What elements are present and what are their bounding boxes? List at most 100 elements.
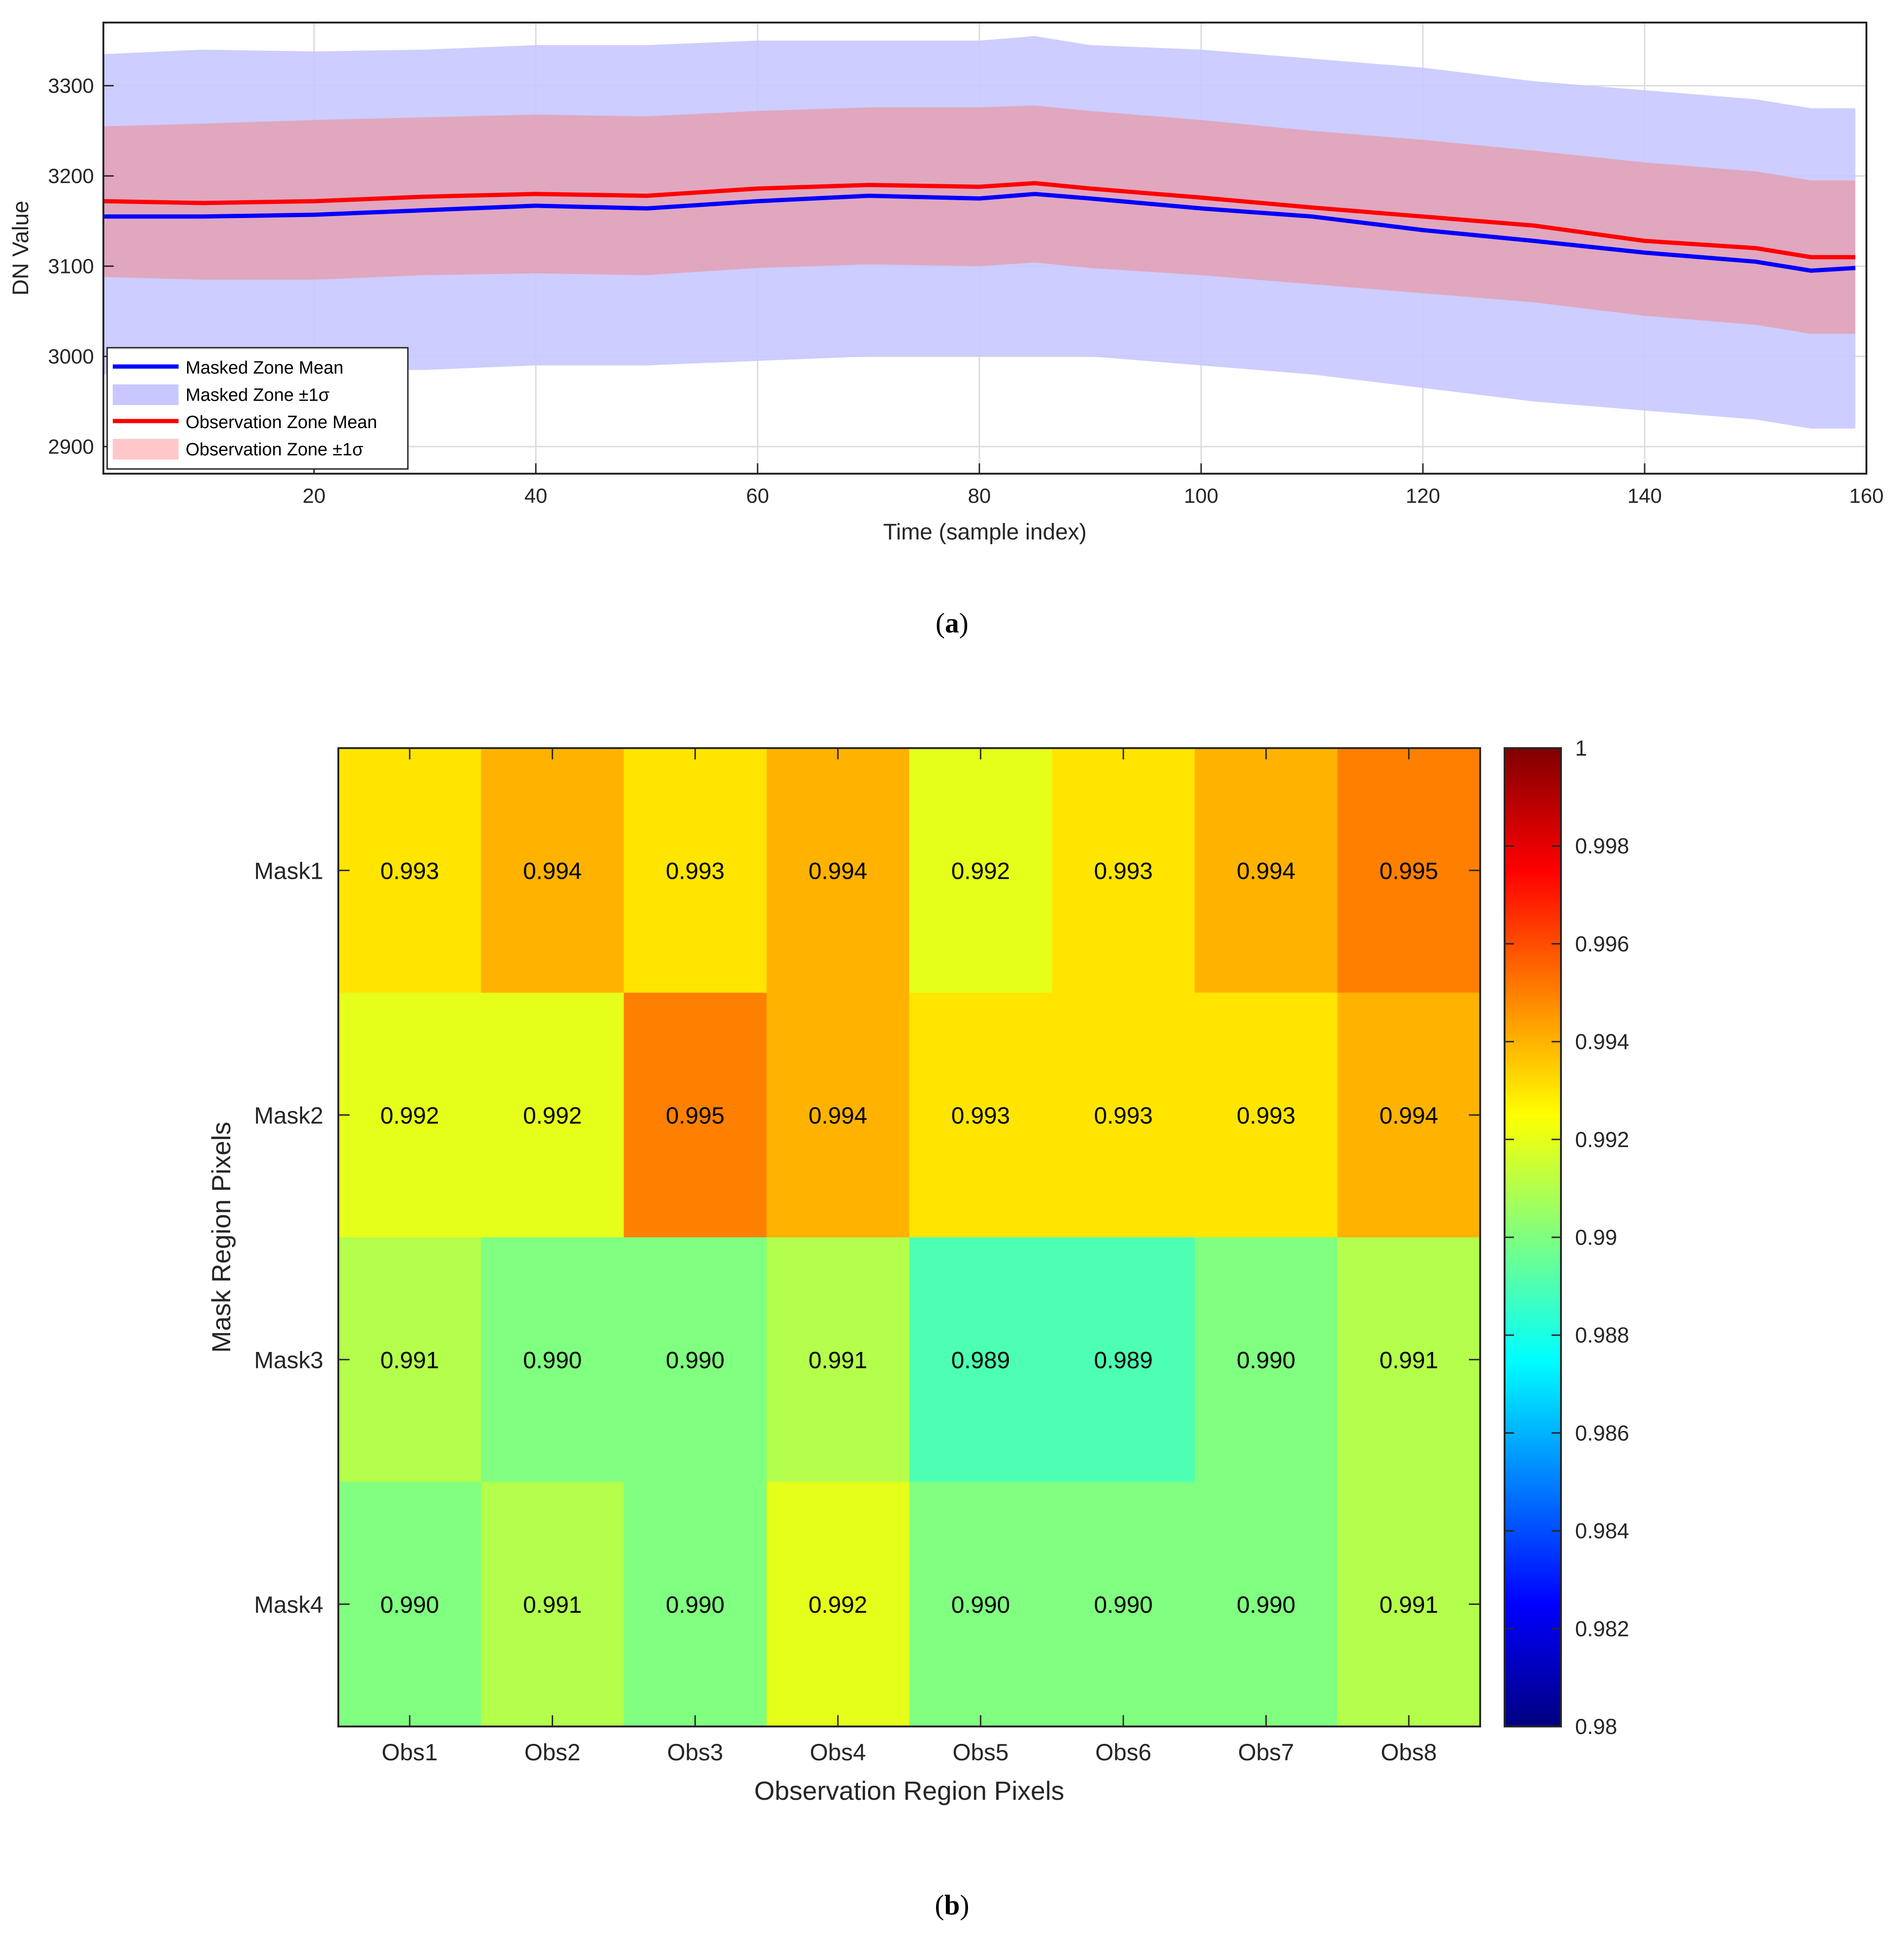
heatmap-cell: [338, 1482, 482, 1727]
heatmap-cell: [624, 1482, 767, 1727]
y-tick-label: 2900: [48, 435, 94, 458]
x-tick-label: 120: [1405, 484, 1440, 508]
y-axis-label-b: Mask Region Pixels: [206, 1122, 236, 1353]
x-tick-label: Obs6: [1095, 1739, 1152, 1765]
x-axis-label-b: Observation Region Pixels: [754, 1776, 1064, 1805]
heatmap-cell: [481, 992, 624, 1238]
colorbar: 0.98 0.982 0.984 0.986 0.988 0.99 0.992 0.994 0.…: [1504, 736, 1629, 1739]
legend-entry-observation-band: Observation Zone ±1σ: [186, 440, 363, 460]
legend-swatch-observation-band: [113, 439, 179, 460]
y-tick-label: Mask3: [254, 1347, 323, 1373]
x-tick-label: Obs2: [524, 1739, 581, 1765]
heatmap-panel-b: 0.993 0.994 0.993 0.994 0.992 0.993 0.994 0.995…: [206, 736, 1629, 1805]
observation-zone-mean-line: [103, 181, 1856, 259]
heatmap-cell: [1052, 1482, 1195, 1727]
heatmap-cell: [1052, 1237, 1195, 1482]
cell-value-label: 0.992: [523, 1102, 582, 1129]
x-tick-label: Obs7: [1238, 1739, 1295, 1765]
cell-value-label: 0.990: [1237, 1592, 1295, 1618]
heatmap-cell: [909, 1482, 1053, 1727]
heatmap-cell: [338, 1237, 482, 1482]
heatmap-cell: [766, 1482, 910, 1727]
y-tick-label: 3100: [48, 255, 94, 278]
x-tick-label: 160: [1849, 484, 1883, 508]
cell-value-label: 0.991: [523, 1592, 582, 1618]
legend-entry-masked-band: Masked Zone ±1σ: [186, 385, 329, 405]
heatmap-cell: [766, 992, 910, 1238]
masked-zone-mean-line: [103, 192, 1856, 273]
colorbar-tick-label: 0.982: [1575, 1617, 1629, 1641]
legend-swatch-masked-band: [113, 384, 179, 405]
heatmap-cell: [1337, 1237, 1481, 1482]
plot-frame-b: [337, 747, 1481, 1727]
legend-entry-observation-mean: Observation Zone Mean: [186, 413, 377, 432]
line-chart-panel-a: 20 40 60 80 100 120 140 160 2900 3000 3100 3200 3300…: [8, 22, 1884, 545]
heatmap-cell: [338, 748, 482, 993]
heatmap-cell: [1337, 1482, 1481, 1727]
colorbar-tick-label: 0.986: [1575, 1421, 1629, 1445]
colorbar-tick-label: 0.998: [1575, 834, 1629, 858]
cell-value-label: 0.990: [951, 1592, 1010, 1618]
heatmap-cell: [1337, 992, 1481, 1238]
cell-value-label: 0.993: [1094, 858, 1153, 884]
x-axis-label-a: Time (sample index): [883, 520, 1086, 545]
x-tick-label: 100: [1184, 484, 1218, 508]
cell-value-label: 0.992: [809, 1592, 867, 1618]
cell-value-label: 0.990: [1094, 1592, 1153, 1618]
heatmap-cell: [481, 748, 624, 993]
cell-value-label: 0.994: [809, 858, 867, 884]
y-tick-label: Mask1: [254, 858, 323, 884]
x-tick-label: 80: [968, 484, 991, 508]
cell-value-label: 0.992: [380, 1102, 439, 1129]
heatmap-cell: [1194, 748, 1338, 993]
colorbar-tick-label: 0.98: [1575, 1714, 1617, 1739]
cell-value-label: 0.995: [1380, 858, 1438, 884]
cell-value-label: 0.994: [1237, 858, 1295, 884]
y-tick-label: 3200: [48, 164, 94, 187]
x-tick-label: 40: [524, 484, 547, 508]
panel-label-a: (a): [936, 608, 968, 639]
heatmap-cell: [909, 992, 1053, 1238]
colorbar-tick-label: 0.99: [1575, 1225, 1617, 1250]
x-tick-label: Obs8: [1381, 1739, 1437, 1765]
heatmap-cell: [624, 992, 767, 1238]
cell-value-label: 0.994: [523, 858, 582, 884]
cell-value-label: 0.993: [666, 858, 725, 884]
heatmap-cell: [338, 992, 482, 1238]
y-tick-label: Mask2: [254, 1102, 323, 1129]
heatmap-cell: [1052, 748, 1195, 993]
y-tick-label: 3300: [48, 74, 94, 97]
heatmap-cell: [909, 1237, 1053, 1482]
heatmap-cell: [1194, 1237, 1338, 1482]
cell-value-label: 0.993: [1094, 1102, 1153, 1129]
colorbar-tick-label: 0.994: [1575, 1030, 1629, 1054]
heatmap-cell: [766, 1237, 910, 1482]
x-tick-label: Obs5: [952, 1739, 1009, 1765]
y-tick-label: 3000: [48, 345, 94, 368]
x-tick-label: 140: [1627, 484, 1662, 508]
colorbar-tick-label: 0.988: [1575, 1323, 1629, 1347]
cell-value-label: 0.992: [951, 858, 1010, 884]
cell-value-label: 0.991: [1380, 1592, 1438, 1618]
heatmap-cell: [481, 1237, 624, 1482]
heatmap-cell: [1194, 992, 1338, 1238]
legend-entry-masked-mean: Masked Zone Mean: [186, 358, 343, 378]
colorbar-tick-label: 0.984: [1575, 1519, 1629, 1543]
cell-value-label: 0.993: [380, 858, 439, 884]
heatmap-cell: [1337, 748, 1481, 993]
cell-value-label: 0.990: [380, 1592, 439, 1618]
colorbar-ticks: 0.98 0.982 0.984 0.986 0.988 0.99 0.992 0.994 0.…: [1505, 736, 1629, 1739]
plot-frame-a: [102, 22, 1867, 475]
heatmap-cell: [1052, 992, 1195, 1238]
colorbar-tick-label: 0.992: [1575, 1127, 1629, 1152]
cell-value-label: 0.990: [666, 1347, 725, 1373]
x-tick-label: 60: [746, 484, 769, 508]
cell-value-label: 0.989: [1094, 1347, 1153, 1373]
cell-value-label: 0.991: [809, 1347, 867, 1373]
cell-value-label: 0.991: [1380, 1347, 1438, 1373]
ticks-b: Obs1 Obs2 Obs3 Obs4 Obs5 Obs6 Obs7 Obs8 Mask1 Mas…: [254, 748, 1480, 1765]
series-group-a: [103, 36, 1856, 429]
colorbar-tick-label: 1: [1575, 736, 1587, 760]
heatmap-cells: 0.993 0.994 0.993 0.994 0.992 0.993 0.994 0.995…: [338, 748, 1481, 1727]
